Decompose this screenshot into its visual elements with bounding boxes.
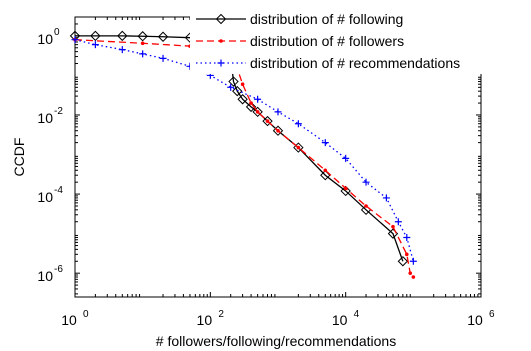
y-tick-exponent: -6 bbox=[54, 264, 63, 275]
data-point bbox=[117, 30, 128, 42]
x-tick-label: 10 bbox=[332, 312, 348, 328]
data-point bbox=[237, 94, 248, 105]
data-point bbox=[249, 101, 253, 105]
data-point bbox=[362, 178, 370, 186]
data-point bbox=[323, 168, 328, 173]
data-point bbox=[252, 106, 263, 118]
y-tick-label: 10 bbox=[37, 31, 53, 47]
data-point bbox=[409, 257, 417, 265]
data-point bbox=[408, 271, 413, 275]
data-point bbox=[411, 275, 416, 279]
data-point bbox=[404, 252, 409, 257]
legend-entry: distribution of # recommendations bbox=[196, 55, 460, 71]
y-tick-exponent: -2 bbox=[54, 106, 63, 117]
axis-ticks: 10 0 10 2 10 4 10 610 010 -210 -410 -6 bbox=[37, 16, 495, 328]
data-point bbox=[391, 224, 395, 229]
series-line bbox=[74, 39, 414, 262]
data-point bbox=[274, 108, 282, 116]
data-point bbox=[228, 76, 239, 87]
legend-swatch-marker bbox=[217, 59, 225, 67]
data-point bbox=[294, 120, 302, 128]
data-point bbox=[90, 30, 101, 42]
data-point bbox=[140, 41, 145, 46]
x-tick-exponent: 2 bbox=[218, 309, 224, 320]
legend-label: distribution of # following bbox=[250, 11, 403, 27]
data-point bbox=[343, 186, 348, 191]
data-point bbox=[159, 54, 167, 62]
y-tick-exponent: 0 bbox=[54, 27, 60, 38]
legend: distribution of # following distribution … bbox=[190, 6, 528, 74]
data-point bbox=[255, 110, 260, 114]
series-line bbox=[75, 35, 404, 262]
legend-label: distribution of # recommendations bbox=[250, 55, 460, 71]
x-tick-label: 10 bbox=[467, 312, 483, 328]
data-point bbox=[403, 233, 411, 241]
y-tick-label: 10 bbox=[37, 110, 53, 126]
data-point bbox=[240, 82, 245, 86]
data-point bbox=[245, 101, 257, 113]
data-point bbox=[254, 95, 262, 103]
legend-swatch-marker bbox=[215, 13, 227, 25]
data-point bbox=[394, 218, 402, 226]
x-tick-label: 10 bbox=[197, 312, 213, 328]
data-point bbox=[364, 204, 368, 208]
data-point bbox=[276, 128, 280, 133]
legend-entry: distribution of # following bbox=[196, 11, 403, 27]
x-tick-exponent: 4 bbox=[354, 309, 360, 320]
x-tick-label: 10 bbox=[61, 312, 77, 328]
data-point bbox=[340, 185, 351, 197]
data-point bbox=[321, 139, 329, 147]
data-point bbox=[232, 85, 243, 97]
data-point bbox=[137, 31, 148, 42]
y-tick-label: 10 bbox=[37, 189, 53, 205]
data-point bbox=[91, 41, 99, 49]
y-tick-exponent: -4 bbox=[54, 185, 63, 196]
legend-label: distribution of # followers bbox=[250, 33, 404, 49]
legend-box bbox=[190, 6, 528, 74]
data-point bbox=[71, 36, 79, 44]
y-axis-label: CCDF bbox=[11, 138, 27, 177]
legend-entry: distribution of # followers bbox=[196, 33, 404, 49]
data-point bbox=[296, 145, 301, 150]
data-point bbox=[265, 119, 270, 123]
data-point bbox=[293, 142, 304, 153]
data-point bbox=[382, 194, 390, 202]
data-point bbox=[139, 50, 147, 58]
data-point bbox=[397, 256, 409, 267]
legend-swatch-marker bbox=[219, 39, 223, 43]
data-point bbox=[227, 83, 235, 91]
y-tick-label: 10 bbox=[37, 268, 53, 284]
data-point bbox=[272, 125, 284, 136]
x-tick-exponent: 0 bbox=[83, 309, 89, 320]
data-point bbox=[157, 31, 169, 42]
data-point bbox=[118, 46, 126, 54]
data-point bbox=[262, 115, 273, 127]
x-axis-label: # followers/following/recommendations bbox=[156, 333, 396, 349]
data-point bbox=[342, 154, 350, 162]
x-tick-exponent: 6 bbox=[489, 309, 495, 320]
